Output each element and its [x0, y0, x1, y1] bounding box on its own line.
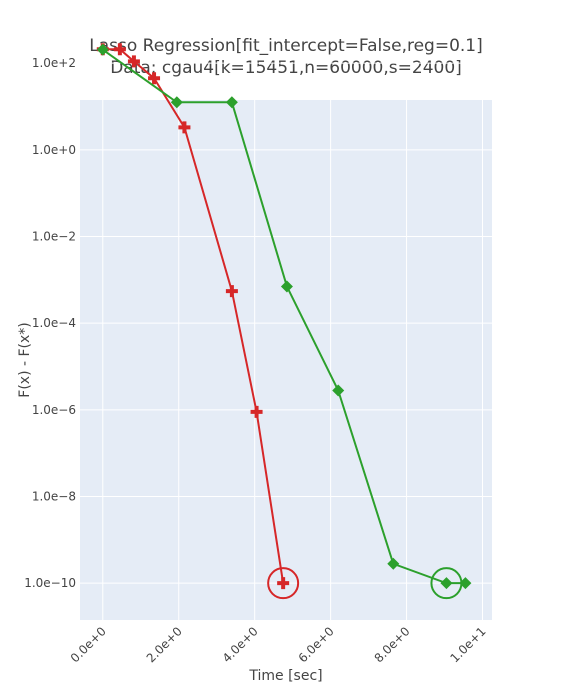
series-1-point [280, 280, 293, 293]
series-1-point [440, 577, 453, 590]
series-1-point [170, 96, 183, 109]
chart-title-line2: Data: cgau4[k=15451,n=60000,s=2400] [110, 58, 462, 78]
plot-area [80, 100, 492, 620]
series-1-point [96, 43, 109, 56]
y-tick-label: 1.0e−6 [32, 403, 76, 417]
y-tick-label: 1.0e−2 [32, 230, 76, 244]
series-1-point [332, 384, 345, 397]
x-axis-title: Time [sec] [248, 668, 322, 684]
y-tick-label: 1.0e−8 [32, 490, 76, 504]
y-tick-label: 1.0e+0 [32, 143, 76, 157]
series-0-highlight-ring [267, 567, 300, 600]
series-0-point [127, 55, 140, 68]
series-1-line [102, 48, 466, 585]
series-layer [96, 43, 472, 600]
grid [80, 62, 492, 620]
y-tick-label: 1.0e+2 [32, 56, 76, 70]
series-0-point [178, 121, 191, 134]
series-0-point [148, 72, 161, 85]
series-1-highlight-ring [430, 567, 463, 600]
y-tick-label: 1.0e−10 [24, 576, 76, 590]
series-0-point [113, 43, 126, 56]
y-tick-label: 1.0e−4 [32, 316, 76, 330]
series-1-point [225, 96, 238, 109]
series-0-point [250, 405, 263, 418]
series-0-point [277, 577, 290, 590]
y-tick-labels: 1.0e+2 1.0e+0 1.0e−2 1.0e−4 1.0e−6 1.0e−8 1.0e… [24, 56, 76, 590]
series-0-line [102, 48, 285, 584]
series-0-point [225, 285, 238, 298]
chart-title-line1: Lasso Regression[fit_intercept=False,reg… [89, 36, 483, 56]
series-1-point [387, 557, 400, 570]
series-1-point [459, 577, 472, 590]
y-axis-title: F(x) - F(x*) [17, 322, 33, 397]
